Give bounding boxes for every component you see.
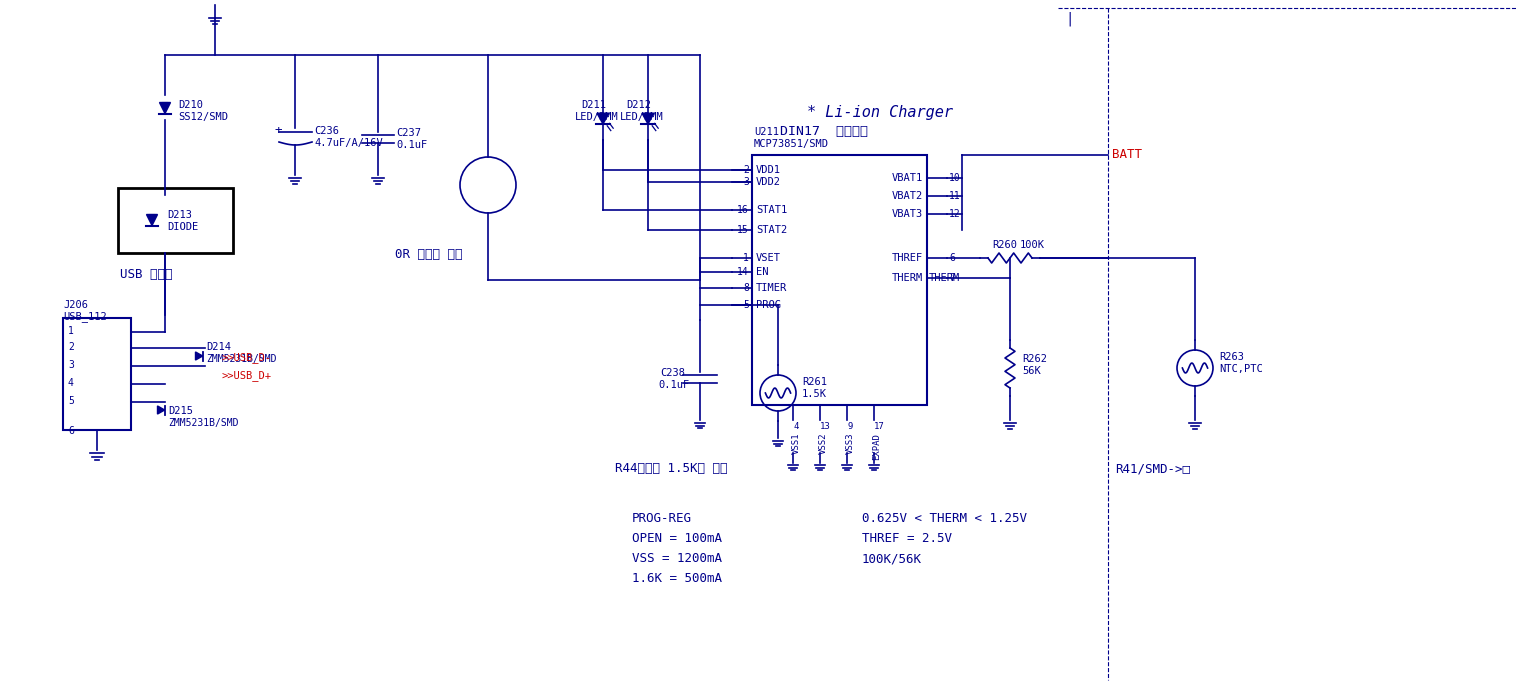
Text: BATT: BATT <box>1113 148 1142 161</box>
Polygon shape <box>597 113 609 124</box>
Text: 7: 7 <box>949 273 955 283</box>
Text: 0.1uF: 0.1uF <box>658 380 690 390</box>
Text: |: | <box>1066 12 1073 27</box>
Text: D212: D212 <box>626 100 650 110</box>
Text: ZMM5231B/SMD: ZMM5231B/SMD <box>168 418 238 428</box>
Text: 12: 12 <box>949 209 961 219</box>
Text: 11: 11 <box>949 191 961 201</box>
Text: 6: 6 <box>68 426 74 436</box>
Text: VSS1: VSS1 <box>791 433 800 454</box>
Text: TIMER: TIMER <box>756 283 787 293</box>
Text: 0.1uF: 0.1uF <box>396 140 428 150</box>
Text: D211: D211 <box>581 100 606 110</box>
Text: 16: 16 <box>737 205 749 215</box>
Text: 14: 14 <box>737 267 749 277</box>
Text: USB_112: USB_112 <box>64 311 106 322</box>
Text: 1.5K: 1.5K <box>802 389 828 399</box>
Text: STAT1: STAT1 <box>756 205 787 215</box>
Text: VSS2: VSS2 <box>819 433 828 454</box>
Text: VSS = 1200mA: VSS = 1200mA <box>632 552 722 565</box>
Text: STAT2: STAT2 <box>756 225 787 235</box>
Text: R262: R262 <box>1022 354 1048 364</box>
Text: 1: 1 <box>68 326 74 336</box>
Text: THREF: THREF <box>891 253 923 263</box>
Text: 100K/56K: 100K/56K <box>863 552 922 565</box>
Text: VDD2: VDD2 <box>756 177 781 187</box>
Polygon shape <box>641 113 653 124</box>
Text: EXPAD: EXPAD <box>873 433 881 460</box>
Text: PROG: PROG <box>756 300 781 310</box>
Text: VBAT1: VBAT1 <box>891 173 923 183</box>
Text: * Li-ion Charger: * Li-ion Charger <box>807 105 954 120</box>
Text: 100K: 100K <box>1020 240 1045 250</box>
Polygon shape <box>159 103 170 114</box>
Text: 1: 1 <box>743 253 749 263</box>
Text: R261: R261 <box>802 377 828 387</box>
Text: 10: 10 <box>949 173 961 183</box>
Text: ZMM5231B/SMD: ZMM5231B/SMD <box>206 354 276 364</box>
Text: 8: 8 <box>743 283 749 293</box>
Bar <box>118 188 233 253</box>
Text: VSET: VSET <box>756 253 781 263</box>
Text: C238: C238 <box>659 368 685 378</box>
Text: LED/3MM: LED/3MM <box>575 112 619 122</box>
Text: J206: J206 <box>64 300 88 310</box>
Text: D210: D210 <box>177 100 203 110</box>
Text: 4: 4 <box>793 422 799 431</box>
Text: THERM: THERM <box>891 273 923 283</box>
Text: >>USB_D+: >>USB_D+ <box>221 370 271 381</box>
Text: R41/SMD->□: R41/SMD->□ <box>1114 462 1190 475</box>
Text: +: + <box>274 124 282 137</box>
Bar <box>752 155 926 405</box>
Text: 17: 17 <box>875 422 885 431</box>
Text: R44저항값 1.5K로 수정: R44저항값 1.5K로 수정 <box>615 462 728 475</box>
Text: U211: U211 <box>753 127 779 137</box>
Text: 0.625V < THERM < 1.25V: 0.625V < THERM < 1.25V <box>863 512 1026 525</box>
Text: 56K: 56K <box>1022 366 1041 376</box>
Text: 3: 3 <box>68 360 74 370</box>
Text: >>USB_D-: >>USB_D- <box>221 352 271 363</box>
Text: D214: D214 <box>206 342 230 352</box>
Text: 4.7uF/A/16V: 4.7uF/A/16V <box>314 138 382 148</box>
Text: THREF = 2.5V: THREF = 2.5V <box>863 532 952 545</box>
Text: C236: C236 <box>314 126 340 136</box>
Polygon shape <box>158 406 165 414</box>
Text: D213: D213 <box>167 210 193 220</box>
Text: SS12/SMD: SS12/SMD <box>177 112 227 122</box>
Text: 3: 3 <box>743 177 749 187</box>
Text: 2: 2 <box>68 342 74 352</box>
Text: C237: C237 <box>396 128 421 138</box>
Text: 5: 5 <box>68 396 74 406</box>
Text: NTC,PTC: NTC,PTC <box>1219 364 1263 374</box>
Text: 6: 6 <box>949 253 955 263</box>
Polygon shape <box>147 215 158 226</box>
Text: 0R 저항값 삭제: 0R 저항값 삭제 <box>396 248 462 261</box>
Text: VBAT3: VBAT3 <box>891 209 923 219</box>
Text: 4: 4 <box>68 378 74 388</box>
Text: LED/3MM: LED/3MM <box>620 112 664 122</box>
Text: 13: 13 <box>820 422 831 431</box>
Text: DIODE: DIODE <box>167 222 199 232</box>
Text: 1.6K = 500mA: 1.6K = 500mA <box>632 572 722 585</box>
Text: 2: 2 <box>743 165 749 175</box>
Text: VBAT2: VBAT2 <box>891 191 923 201</box>
Text: DIN17  방열패드: DIN17 방열패드 <box>781 125 869 138</box>
Text: MCP73851/SMD: MCP73851/SMD <box>753 139 829 149</box>
Text: VDD1: VDD1 <box>756 165 781 175</box>
Text: PROG-REG: PROG-REG <box>632 512 691 525</box>
Text: EN: EN <box>756 267 769 277</box>
Text: OPEN = 100mA: OPEN = 100mA <box>632 532 722 545</box>
Text: 9: 9 <box>847 422 852 431</box>
Text: 15: 15 <box>737 225 749 235</box>
Text: USB 노이즈: USB 노이즈 <box>120 268 173 281</box>
Bar <box>64 318 130 430</box>
Text: D215: D215 <box>168 406 193 416</box>
Polygon shape <box>196 352 203 360</box>
Text: 5: 5 <box>743 300 749 310</box>
Text: THERM: THERM <box>929 273 960 283</box>
Text: R260: R260 <box>991 240 1017 250</box>
Text: VSS3: VSS3 <box>846 433 855 454</box>
Text: R263: R263 <box>1219 352 1245 362</box>
